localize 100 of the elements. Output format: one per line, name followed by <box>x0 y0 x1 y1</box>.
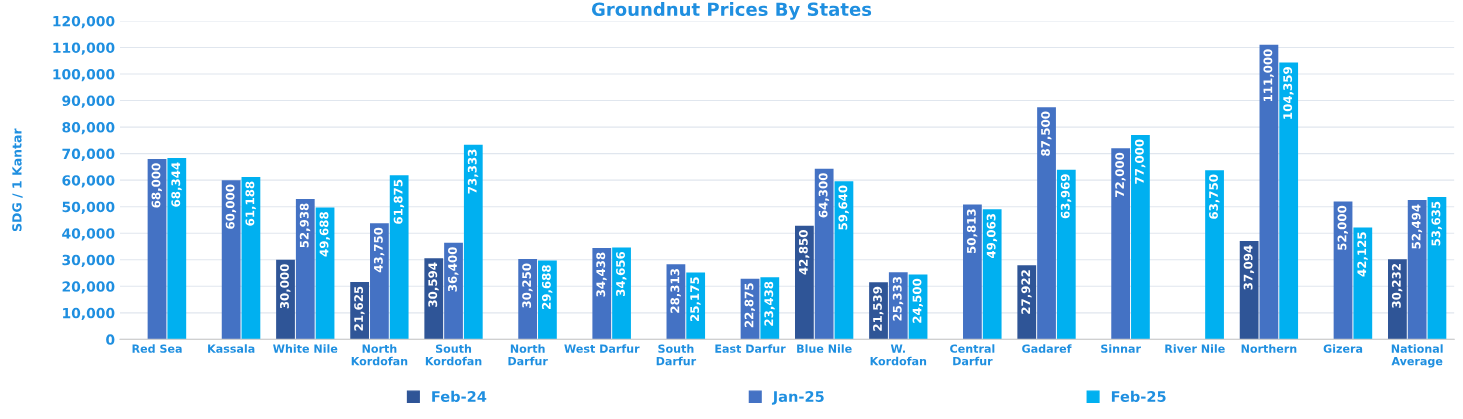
x-tick-label: Blue Nile <box>797 344 852 353</box>
data-label: 50,813 <box>966 209 978 254</box>
x-tick-label: North Darfur <box>508 344 548 366</box>
bar <box>370 223 389 340</box>
y-tick-label: 0 <box>106 334 115 345</box>
x-tick-label: Kassala <box>208 344 255 353</box>
x-tick-label: River Nile <box>1165 344 1225 353</box>
data-label: 72,000 <box>1115 152 1126 197</box>
x-tick-label: Central Darfur <box>950 344 995 366</box>
data-label: 60,000 <box>225 184 237 229</box>
legend-label: Feb-24 <box>432 390 487 403</box>
data-label: 68,344 <box>171 162 182 207</box>
data-label: 37,094 <box>1243 245 1255 290</box>
data-label: 61,188 <box>245 181 256 226</box>
data-label: 104,359 <box>1283 67 1294 119</box>
bar <box>295 198 315 340</box>
x-tick-label: White Nile <box>273 344 338 353</box>
bar <box>592 248 612 340</box>
bar <box>982 209 1002 340</box>
data-label: 43,750 <box>373 227 385 273</box>
data-label: 42,125 <box>1357 232 1368 277</box>
bar <box>612 247 631 340</box>
data-label: 111,000 <box>1263 49 1274 102</box>
x-tick-label: Red Sea <box>132 344 182 353</box>
y-tick-label: 40,000 <box>62 228 115 241</box>
data-label: 63,969 <box>1060 174 1072 219</box>
y-tick-label: 80,000 <box>62 122 115 135</box>
bar <box>147 158 167 340</box>
y-tick-label: 70,000 <box>62 148 115 161</box>
data-label: 34,438 <box>596 252 607 297</box>
data-label: 23,438 <box>764 281 775 326</box>
data-label: 21,625 <box>354 286 365 331</box>
data-label: 30,250 <box>522 263 533 308</box>
x-tick-label: South Kordofan <box>425 344 482 366</box>
bar <box>221 180 241 340</box>
data-label: 29,688 <box>541 265 553 310</box>
data-label: 49,688 <box>319 212 330 257</box>
bar <box>814 168 834 340</box>
x-tick-label: Gadaref <box>1022 344 1072 353</box>
y-tick-label: 20,000 <box>62 281 115 294</box>
x-tick-label: West Darfur <box>564 344 640 353</box>
data-label: 63,750 <box>1209 174 1220 219</box>
data-label: 64,300 <box>818 173 830 218</box>
data-label: 28,313 <box>670 269 681 313</box>
data-label: 73,333 <box>467 149 479 194</box>
data-label: 36,400 <box>448 247 459 292</box>
data-label: 61,875 <box>393 179 405 224</box>
x-tick-label: W. Kordofan <box>870 344 927 366</box>
data-label: 21,539 <box>873 286 884 331</box>
data-label: 30,000 <box>280 264 291 309</box>
bar <box>1056 169 1076 340</box>
bar <box>1279 62 1299 340</box>
bar <box>834 181 854 340</box>
data-label: 49,063 <box>986 213 998 259</box>
x-tick-label: Gizera <box>1323 344 1363 353</box>
legend-label: Jan-25 <box>771 390 824 405</box>
bar <box>389 175 409 340</box>
data-label: 42,850 <box>798 230 810 275</box>
data-label: 30,594 <box>428 262 439 307</box>
bar <box>963 204 982 340</box>
bar <box>1131 135 1150 340</box>
chart-title: Groundnut Prices By States <box>591 2 872 20</box>
bar <box>795 225 814 340</box>
bar <box>1205 170 1224 340</box>
data-label: 34,656 <box>616 251 627 297</box>
y-axis-title: SDG / 1 Kantar <box>12 128 23 232</box>
y-tick-label: 30,000 <box>62 254 115 268</box>
data-label: 68,000 <box>151 163 162 208</box>
y-tick-label: 60,000 <box>62 175 115 188</box>
data-label: 77,000 <box>1134 139 1146 184</box>
data-label: 27,922 <box>1021 270 1032 314</box>
data-label: 30,232 <box>1391 264 1403 308</box>
bar <box>1427 197 1447 340</box>
bar <box>1259 44 1279 340</box>
x-tick-label: Northern <box>1241 344 1297 353</box>
y-tick-label: 100,000 <box>53 68 115 82</box>
y-tick-label: 120,000 <box>53 15 115 29</box>
data-label: 24,500 <box>912 278 923 323</box>
bar <box>241 177 261 340</box>
data-label: 52,000 <box>1337 205 1348 250</box>
bar <box>463 144 483 340</box>
data-label: 52,494 <box>1411 204 1423 249</box>
data-label: 53,635 <box>1431 201 1442 246</box>
data-label: 25,333 <box>892 276 904 321</box>
data-label: 87,500 <box>1041 111 1052 156</box>
bar <box>1353 227 1373 340</box>
x-tick-label: East Darfur <box>715 344 786 353</box>
data-label: 52,938 <box>299 203 311 248</box>
data-label: 59,640 <box>838 185 849 230</box>
y-tick-label: 50,000 <box>62 201 115 214</box>
bar <box>1239 240 1259 340</box>
y-tick-label: 10,000 <box>63 307 115 321</box>
x-tick-label: National Average <box>1391 344 1443 368</box>
bar <box>1037 107 1056 340</box>
data-label: 22,875 <box>744 283 755 328</box>
data-label: 25,175 <box>690 277 701 322</box>
y-tick-label: 90,000 <box>62 95 115 108</box>
bar <box>444 242 463 340</box>
bar <box>167 158 187 340</box>
x-tick-label: Sinnar <box>1101 344 1141 353</box>
